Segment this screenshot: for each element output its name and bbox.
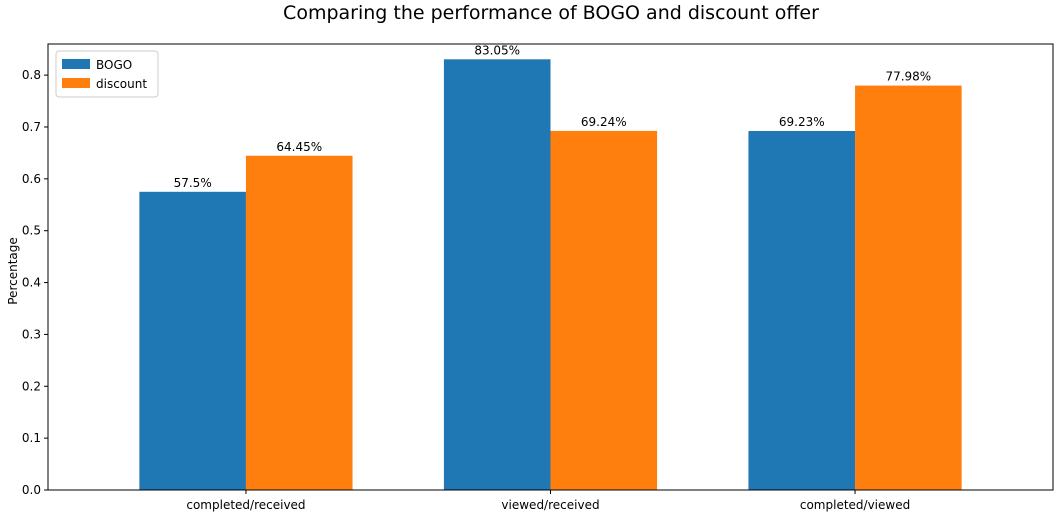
- legend: BOGO discount: [55, 50, 159, 98]
- bar-discount-1: [550, 130, 658, 491]
- y-axis-label: Percentage: [6, 237, 20, 305]
- y-tick-label: 0.7: [22, 120, 41, 134]
- bar-discount-0: [245, 155, 353, 490]
- y-tick-label: 0.5: [22, 224, 41, 238]
- data-label-bogo-1: 83.05%: [474, 43, 520, 57]
- y-tick-label: 0.3: [22, 327, 41, 341]
- y-tick-label: 0.1: [22, 431, 41, 445]
- chart-title: Comparing the performance of BOGO and di…: [283, 2, 819, 24]
- bar-bogo-1: [443, 59, 551, 491]
- data-label-discount-0: 64.45%: [276, 140, 322, 154]
- data-label-bogo-2: 69.23%: [779, 115, 825, 129]
- legend-label-bogo: BOGO: [96, 58, 132, 72]
- y-tick-label: 0.4: [22, 276, 41, 290]
- y-tick-label: 0.8: [22, 68, 41, 82]
- bar-discount-2: [855, 85, 962, 490]
- bar-bogo-0: [139, 191, 246, 491]
- data-labels-layer: 57.5% 83.05% 69.23% 64.45% 69.24% 77.98%: [174, 43, 932, 190]
- bar-bogo-2: [748, 130, 856, 490]
- y-tick-label: 0.2: [22, 379, 41, 393]
- legend-swatch-bogo: [62, 59, 90, 69]
- y-tick-label: 0.0: [22, 483, 41, 497]
- data-label-discount-2: 77.98%: [885, 70, 931, 84]
- x-tick-label: completed/viewed: [800, 498, 910, 512]
- x-tick-label: viewed/received: [501, 498, 599, 512]
- axes-layer: 0.0 0.1 0.2 0.3 0.4 0.5 0.6 0.7 0.8 completed/rec…: [22, 43, 1054, 512]
- y-tick-label: 0.6: [22, 172, 41, 186]
- x-tick-label: completed/received: [186, 498, 305, 512]
- bars-layer: [139, 59, 962, 491]
- legend-swatch-discount: [62, 78, 90, 88]
- data-label-bogo-0: 57.5%: [174, 176, 212, 190]
- legend-label-discount: discount: [96, 77, 147, 91]
- data-label-discount-1: 69.24%: [581, 115, 627, 129]
